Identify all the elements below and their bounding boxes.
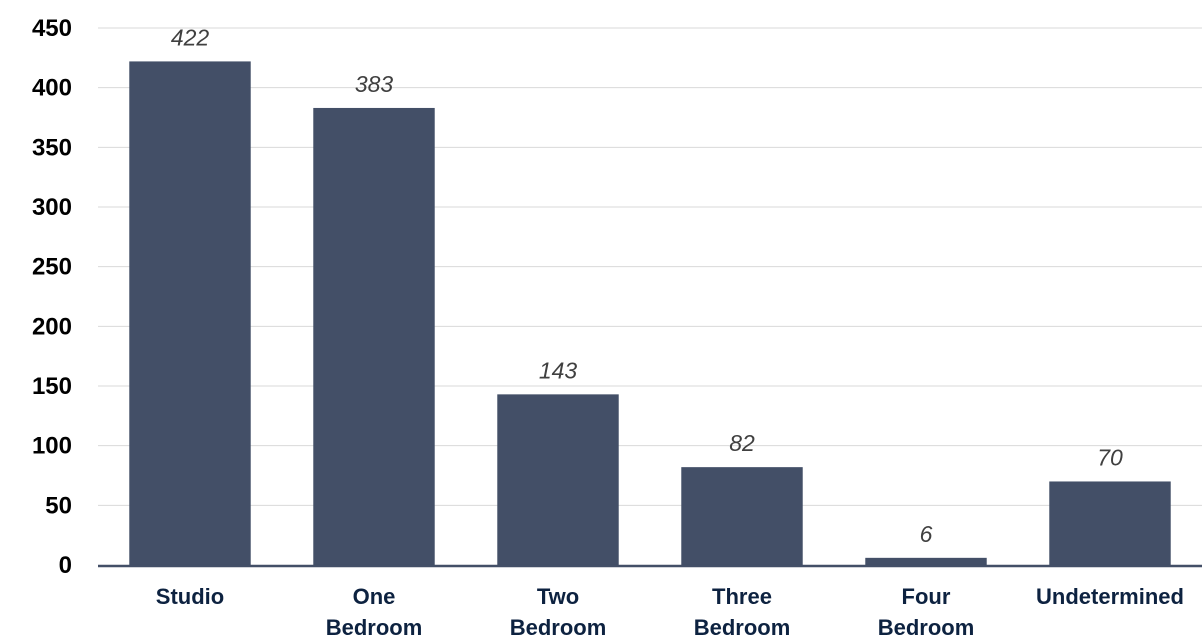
x-category-label: Three Bedroom: [694, 584, 791, 639]
x-category-label: Two Bedroom: [510, 584, 607, 639]
gridlines: [98, 27, 1202, 506]
y-tick-label: 150: [32, 373, 72, 400]
data-label: 383: [355, 71, 394, 97]
bar-two-bedroom: [497, 394, 619, 565]
y-tick-label: 100: [32, 433, 72, 460]
x-category-label-line: Bedroom: [878, 615, 975, 639]
x-category-label: Undetermined: [1036, 584, 1184, 609]
y-tick-label: 400: [32, 75, 72, 102]
bar-three-bedroom: [681, 467, 803, 565]
data-labels: 422 383 143 82 6 70: [171, 24, 1123, 546]
bars: [129, 61, 1171, 566]
x-category-label-line: Studio: [156, 584, 224, 609]
data-label: 70: [1097, 444, 1123, 470]
x-category-label-line: Four: [902, 584, 951, 609]
x-category-label: Studio: [156, 584, 224, 609]
data-label: 143: [539, 357, 578, 383]
y-tick-label: 50: [45, 492, 72, 519]
x-category-label: One Bedroom: [326, 584, 423, 639]
data-label: 82: [729, 430, 755, 456]
bar-undetermined: [1049, 481, 1171, 565]
x-category-label-line: Bedroom: [326, 615, 423, 639]
x-category-label-line: Three: [712, 584, 772, 609]
data-label: 6: [920, 521, 933, 547]
bar-one-bedroom: [313, 107, 435, 565]
x-category-label-line: Bedroom: [694, 615, 791, 639]
y-tick-label: 450: [32, 15, 72, 42]
y-tick-label: 0: [59, 552, 72, 579]
x-category-label-line: Bedroom: [510, 615, 607, 639]
data-label: 422: [171, 24, 210, 50]
bar-four-bedroom: [865, 557, 987, 565]
x-category-label-line: Undetermined: [1036, 584, 1184, 609]
y-tick-label: 300: [32, 194, 72, 221]
y-tick-label: 350: [32, 134, 72, 161]
y-axis-tick-labels: 0 50 100 150 200 250 300 350 400 450: [32, 15, 72, 579]
x-category-label-line: Two: [537, 584, 579, 609]
y-tick-label: 250: [32, 254, 72, 281]
x-category-label: Four Bedroom: [878, 584, 975, 639]
y-tick-label: 200: [32, 313, 72, 340]
bar-studio: [129, 61, 251, 566]
x-category-label-line: One: [353, 584, 396, 609]
